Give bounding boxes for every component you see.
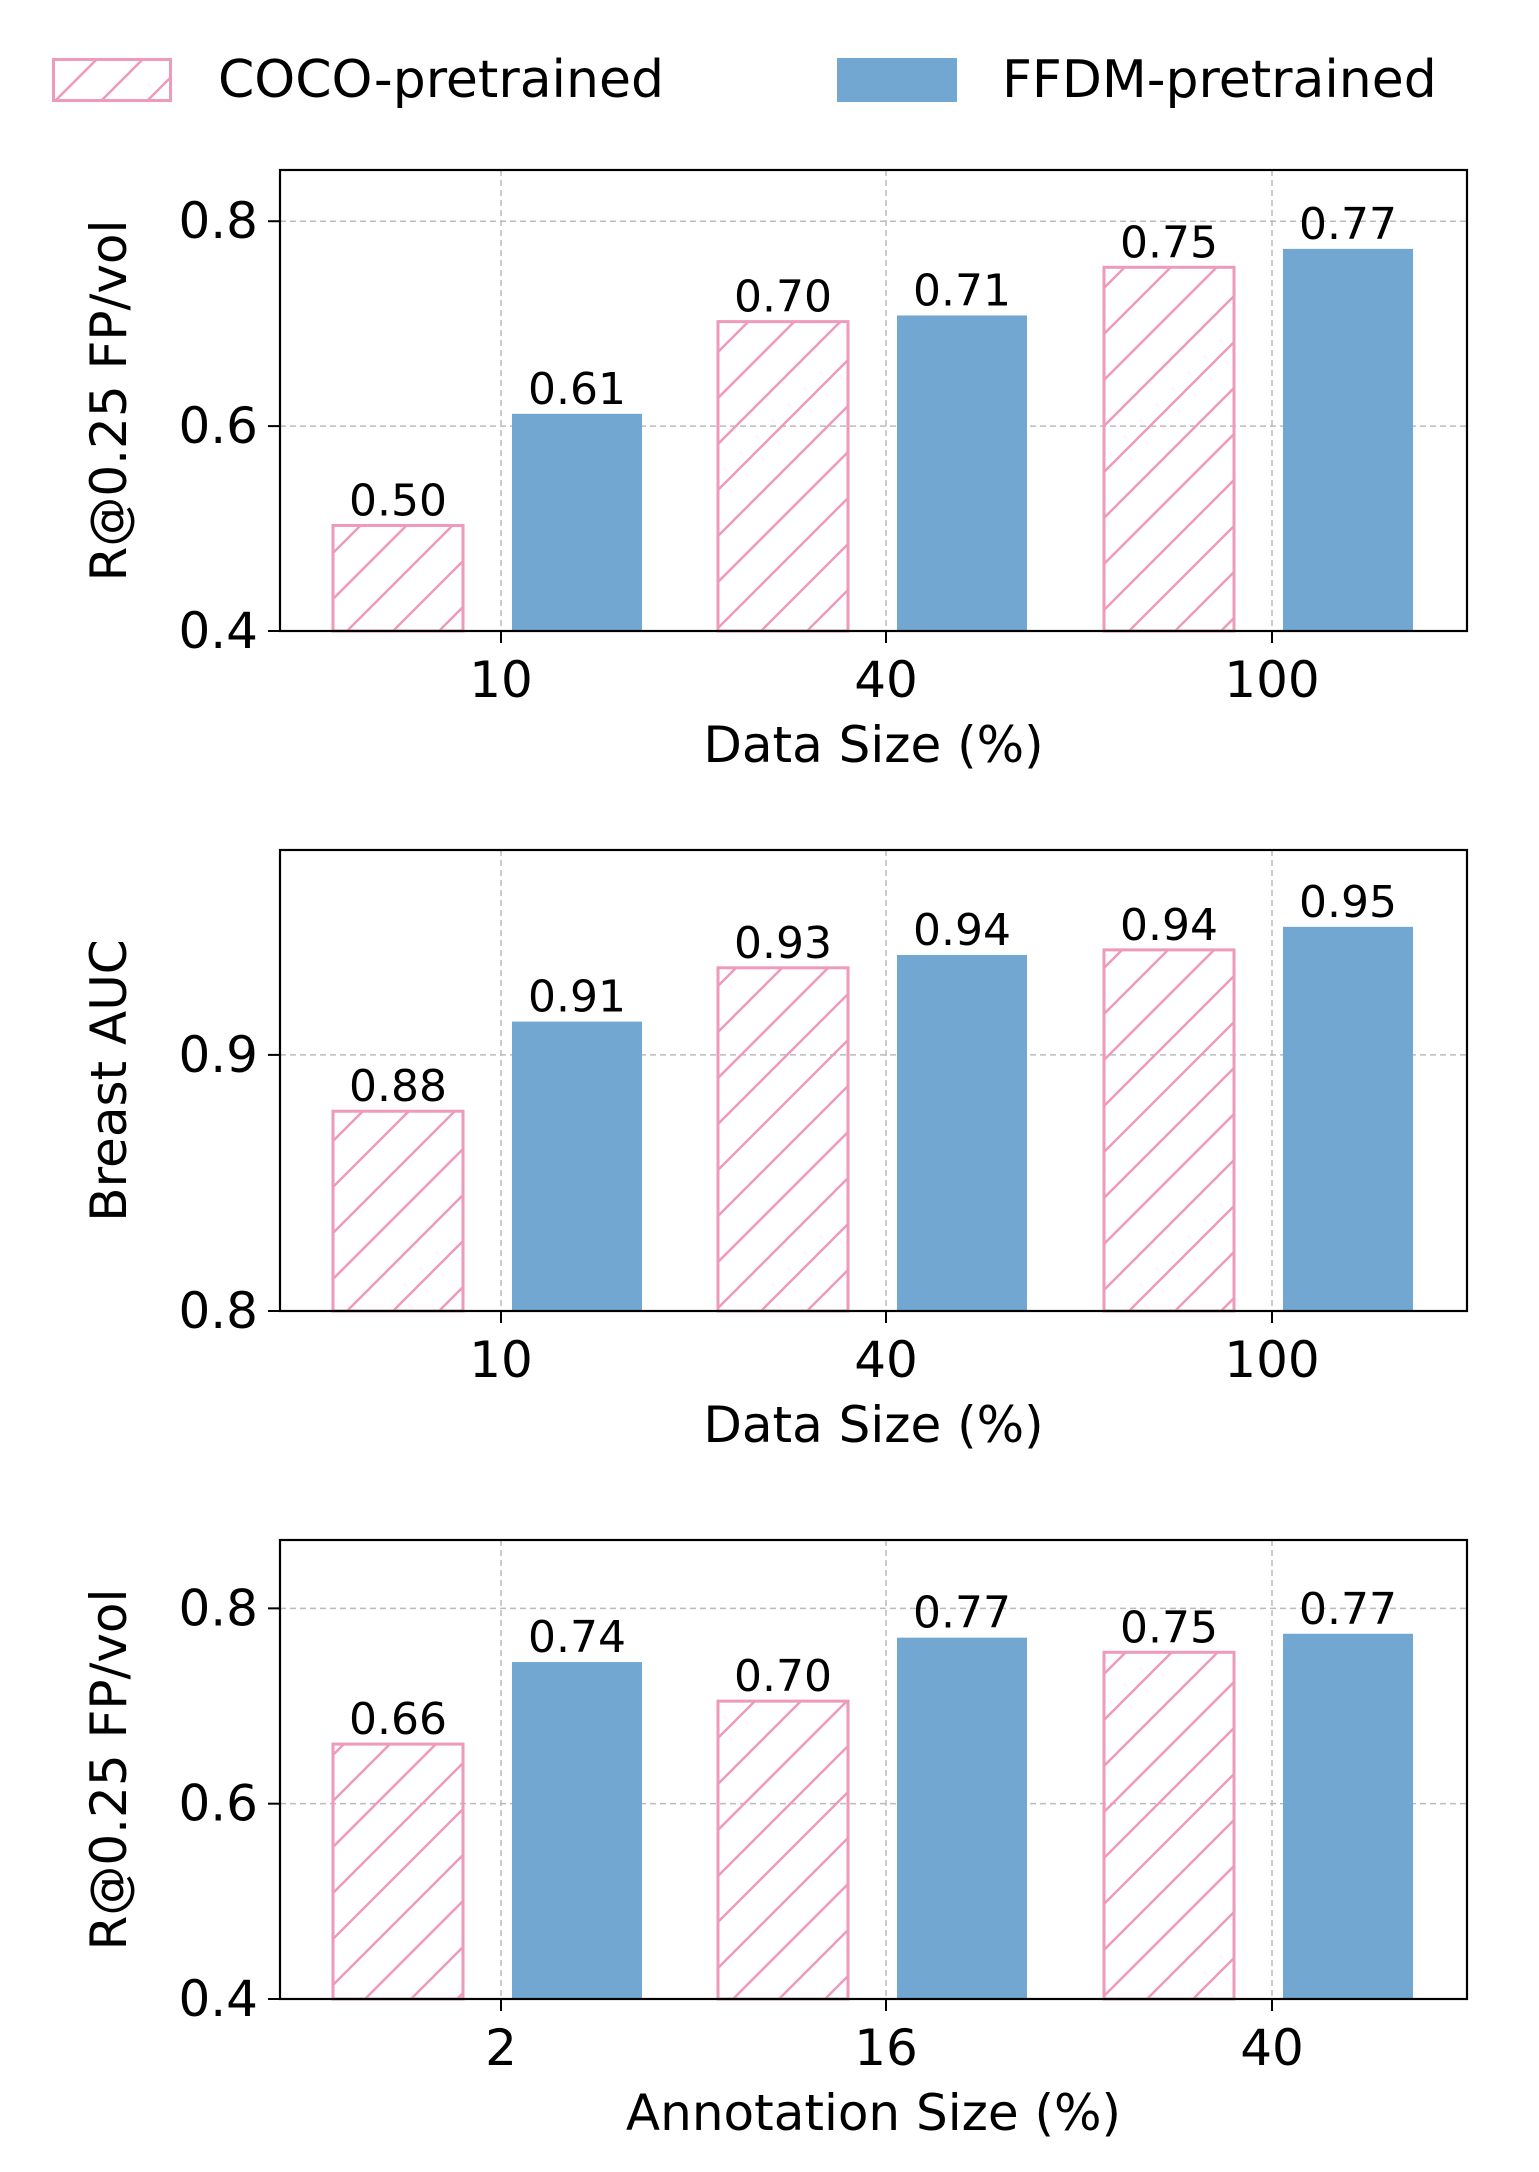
legend-item-coco: COCO-pretrained (52, 50, 664, 110)
legend-swatch-solid (837, 58, 957, 102)
bar-value-label: 0.74 (528, 1612, 626, 1663)
bar-value-label: 0.70 (734, 1651, 832, 1702)
y-tick-label: 0.8 (178, 1579, 258, 1637)
chart-panel-recall-annotation-size: 0.66 0.70 0.75 0.74 0.77 0.77 0.4 0.6 0.8 2 16 40 An… (80, 1538, 1469, 2142)
bar-coco (1102, 948, 1236, 1313)
y-tick-label: 0.8 (178, 192, 258, 250)
bar-coco (716, 1699, 850, 2001)
bar-value-label: 0.75 (1120, 217, 1218, 268)
y-tick-label: 0.8 (178, 1282, 258, 1340)
x-tick-label: 16 (854, 2019, 918, 2077)
bar-ffdm (1283, 248, 1413, 631)
bar-value-label: 0.66 (349, 1694, 447, 1745)
bar-ffdm (897, 315, 1027, 631)
bar-ffdm (1283, 1633, 1413, 1999)
legend-label-coco: COCO-pretrained (218, 50, 664, 110)
bar-value-label: 0.75 (1120, 1602, 1218, 1653)
bar-value-label: 0.70 (734, 272, 832, 323)
y-tick-label: 0.6 (178, 397, 258, 455)
bar-ffdm (512, 1021, 642, 1311)
plot-frame (278, 848, 1469, 1313)
bar-coco (716, 966, 850, 1313)
bar-value-label: 0.91 (528, 972, 626, 1023)
x-axis-label: Data Size (%) (703, 716, 1043, 774)
bar-value-label: 0.71 (913, 265, 1011, 316)
legend-swatch-hatched (52, 58, 172, 102)
bar-coco (331, 523, 465, 633)
bar-coco (331, 1109, 465, 1313)
x-tick-label: 100 (1224, 1331, 1319, 1389)
x-tick-label: 10 (469, 1331, 533, 1389)
chart-panel-recall-data-size: 0.50 0.70 0.75 0.61 0.71 0.77 0.4 0.6 0.8 10 40 100… (80, 168, 1469, 774)
y-tick-label: 0.4 (178, 602, 258, 660)
bar-coco (1102, 265, 1236, 633)
y-tick-label: 0.6 (178, 1775, 258, 1833)
bar-value-label: 0.95 (1299, 877, 1397, 928)
y-axis-label: Breast AUC (80, 939, 138, 1221)
bar-coco (331, 1742, 465, 2001)
y-axis-label: R@0.25 FP/vol (80, 1589, 138, 1951)
legend-label-ffdm: FFDM-pretrained (1002, 50, 1437, 110)
y-tick-label: 0.4 (178, 1970, 258, 2028)
x-tick-label: 100 (1224, 651, 1319, 709)
bar-value-label: 0.77 (1299, 1584, 1397, 1635)
x-tick-label: 40 (854, 651, 918, 709)
bar-value-label: 0.94 (1120, 900, 1218, 951)
bar-value-label: 0.77 (913, 1588, 1011, 1639)
y-tick-label: 0.9 (178, 1026, 258, 1084)
bar-ffdm (512, 1662, 642, 1999)
bar-ffdm (512, 413, 642, 631)
x-tick-label: 40 (1240, 2019, 1304, 2077)
bar-value-label: 0.93 (734, 918, 832, 969)
legend-item-ffdm: FFDM-pretrained (837, 50, 1437, 110)
bar-value-label: 0.88 (349, 1061, 447, 1112)
bar-ffdm (897, 955, 1027, 1311)
bar-coco (1102, 1650, 1236, 2001)
chart-panel-breast-auc-data-size: 0.88 0.93 0.94 0.91 0.94 0.95 0.8 0.9 10 40 100 Dat… (80, 848, 1469, 1454)
bar-value-label: 0.61 (528, 364, 626, 415)
x-tick-label: 2 (485, 2019, 517, 2077)
legend: COCO-pretrained FFDM-pretrained (0, 0, 1539, 150)
bar-value-label: 0.94 (913, 905, 1011, 956)
bar-ffdm (897, 1637, 1027, 1999)
bar-ffdm (1283, 926, 1413, 1311)
plot-frame (278, 168, 1469, 633)
bar-value-label: 0.77 (1299, 199, 1397, 250)
bar-coco (716, 320, 850, 633)
x-tick-label: 10 (469, 651, 533, 709)
x-axis-label: Annotation Size (%) (626, 2084, 1121, 2142)
y-axis-label: R@0.25 FP/vol (80, 220, 138, 582)
x-tick-label: 40 (854, 1331, 918, 1389)
bar-value-label: 0.50 (349, 475, 447, 526)
plot-frame (278, 1538, 1469, 2001)
x-axis-label: Data Size (%) (703, 1396, 1043, 1454)
